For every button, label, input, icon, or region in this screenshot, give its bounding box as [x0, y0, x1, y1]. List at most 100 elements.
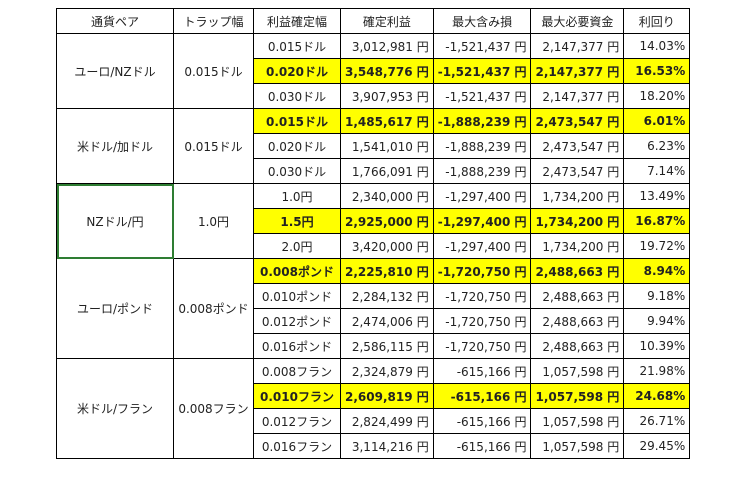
currency-pair-cell[interactable]: NZドル/円 — [56, 183, 174, 259]
yield-cell[interactable]: 21.98% — [623, 358, 691, 384]
trap-width-cell[interactable]: 1.0円 — [173, 183, 254, 259]
trap-width-cell[interactable]: 0.015ドル — [173, 33, 254, 109]
required-capital-cell[interactable]: 2,488,663 円 — [530, 308, 625, 334]
yield-cell[interactable]: 10.39% — [623, 333, 691, 359]
realized-profit-cell[interactable]: 3,012,981 円 — [340, 33, 434, 59]
required-capital-cell[interactable]: 1,734,200 円 — [530, 233, 625, 259]
required-capital-cell[interactable]: 2,473,547 円 — [530, 133, 625, 159]
currency-pair-cell[interactable]: ユーロ/NZドル — [56, 33, 174, 109]
take-profit-width-cell[interactable]: 0.008ポンド — [253, 258, 341, 284]
max-loss-cell[interactable]: -615,166 円 — [432, 408, 532, 434]
take-profit-width-cell[interactable]: 1.5円 — [253, 208, 341, 234]
yield-cell[interactable]: 16.87% — [623, 208, 691, 234]
realized-profit-cell[interactable]: 3,114,216 円 — [340, 433, 434, 459]
max-loss-cell[interactable]: -1,888,239 円 — [432, 133, 532, 159]
take-profit-width-cell[interactable]: 0.012ポンド — [253, 308, 341, 334]
take-profit-width-cell[interactable]: 0.020ドル — [253, 58, 341, 84]
header-take-profit-width[interactable]: 利益確定幅 — [253, 8, 341, 34]
take-profit-width-cell[interactable]: 0.020ドル — [253, 133, 341, 159]
yield-cell[interactable]: 18.20% — [623, 83, 691, 109]
take-profit-width-cell[interactable]: 0.008フラン — [253, 358, 341, 384]
required-capital-cell[interactable]: 2,488,663 円 — [530, 258, 625, 284]
max-loss-cell[interactable]: -1,720,750 円 — [432, 258, 532, 284]
yield-cell[interactable]: 6.01% — [623, 108, 691, 134]
trap-width-cell[interactable]: 0.015ドル — [173, 108, 254, 184]
realized-profit-cell[interactable]: 2,324,879 円 — [340, 358, 434, 384]
realized-profit-cell[interactable]: 2,609,819 円 — [340, 383, 434, 409]
header-max-required-capital[interactable]: 最大必要資金 — [530, 8, 625, 34]
max-loss-cell[interactable]: -1,888,239 円 — [432, 158, 532, 184]
required-capital-cell[interactable]: 2,147,377 円 — [530, 83, 625, 109]
realized-profit-cell[interactable]: 1,485,617 円 — [340, 108, 434, 134]
required-capital-cell[interactable]: 1,057,598 円 — [530, 408, 625, 434]
header-currency-pair[interactable]: 通貨ペア — [56, 8, 174, 34]
required-capital-cell[interactable]: 1,057,598 円 — [530, 358, 625, 384]
required-capital-cell[interactable]: 2,488,663 円 — [530, 333, 625, 359]
max-loss-cell[interactable]: -615,166 円 — [432, 433, 532, 459]
required-capital-cell[interactable]: 2,473,547 円 — [530, 108, 625, 134]
max-loss-cell[interactable]: -1,521,437 円 — [432, 83, 532, 109]
realized-profit-cell[interactable]: 2,925,000 円 — [340, 208, 434, 234]
realized-profit-cell[interactable]: 2,824,499 円 — [340, 408, 434, 434]
header-yield[interactable]: 利回り — [623, 8, 691, 34]
max-loss-cell[interactable]: -1,720,750 円 — [432, 283, 532, 309]
required-capital-cell[interactable]: 2,147,377 円 — [530, 58, 625, 84]
yield-cell[interactable]: 29.45% — [623, 433, 691, 459]
trap-width-cell[interactable]: 0.008ポンド — [173, 258, 254, 359]
max-loss-cell[interactable]: -1,297,400 円 — [432, 233, 532, 259]
take-profit-width-cell[interactable]: 2.0円 — [253, 233, 341, 259]
realized-profit-cell[interactable]: 3,907,953 円 — [340, 83, 434, 109]
take-profit-width-cell[interactable]: 0.030ドル — [253, 83, 341, 109]
realized-profit-cell[interactable]: 3,548,776 円 — [340, 58, 434, 84]
realized-profit-cell[interactable]: 2,225,810 円 — [340, 258, 434, 284]
max-loss-cell[interactable]: -1,888,239 円 — [432, 108, 532, 134]
yield-cell[interactable]: 13.49% — [623, 183, 691, 209]
max-loss-cell[interactable]: -1,720,750 円 — [432, 308, 532, 334]
required-capital-cell[interactable]: 2,147,377 円 — [530, 33, 625, 59]
max-loss-cell[interactable]: -1,297,400 円 — [432, 208, 532, 234]
take-profit-width-cell[interactable]: 0.016フラン — [253, 433, 341, 459]
required-capital-cell[interactable]: 1,734,200 円 — [530, 208, 625, 234]
realized-profit-cell[interactable]: 2,284,132 円 — [340, 283, 434, 309]
take-profit-width-cell[interactable]: 0.016ポンド — [253, 333, 341, 359]
max-loss-cell[interactable]: -615,166 円 — [432, 383, 532, 409]
realized-profit-cell[interactable]: 2,474,006 円 — [340, 308, 434, 334]
yield-cell[interactable]: 19.72% — [623, 233, 691, 259]
max-loss-cell[interactable]: -1,521,437 円 — [432, 33, 532, 59]
yield-cell[interactable]: 8.94% — [623, 258, 691, 284]
header-realized-profit[interactable]: 確定利益 — [340, 8, 434, 34]
yield-cell[interactable]: 16.53% — [623, 58, 691, 84]
take-profit-width-cell[interactable]: 0.015ドル — [253, 33, 341, 59]
take-profit-width-cell[interactable]: 0.012フラン — [253, 408, 341, 434]
max-loss-cell[interactable]: -615,166 円 — [432, 358, 532, 384]
required-capital-cell[interactable]: 1,734,200 円 — [530, 183, 625, 209]
currency-pair-cell[interactable]: 米ドル/フラン — [56, 358, 174, 459]
yield-cell[interactable]: 14.03% — [623, 33, 691, 59]
max-loss-cell[interactable]: -1,297,400 円 — [432, 183, 532, 209]
currency-pair-cell[interactable]: ユーロ/ポンド — [56, 258, 174, 359]
max-loss-cell[interactable]: -1,521,437 円 — [432, 58, 532, 84]
yield-cell[interactable]: 7.14% — [623, 158, 691, 184]
yield-cell[interactable]: 6.23% — [623, 133, 691, 159]
take-profit-width-cell[interactable]: 0.010ポンド — [253, 283, 341, 309]
yield-cell[interactable]: 24.68% — [623, 383, 691, 409]
realized-profit-cell[interactable]: 1,766,091 円 — [340, 158, 434, 184]
required-capital-cell[interactable]: 2,488,663 円 — [530, 283, 625, 309]
currency-pair-cell[interactable]: 米ドル/加ドル — [56, 108, 174, 184]
yield-cell[interactable]: 9.18% — [623, 283, 691, 309]
take-profit-width-cell[interactable]: 1.0円 — [253, 183, 341, 209]
header-trap-width[interactable]: トラップ幅 — [173, 8, 254, 34]
realized-profit-cell[interactable]: 2,586,115 円 — [340, 333, 434, 359]
required-capital-cell[interactable]: 1,057,598 円 — [530, 383, 625, 409]
required-capital-cell[interactable]: 2,473,547 円 — [530, 158, 625, 184]
trap-width-cell[interactable]: 0.008フラン — [173, 358, 254, 459]
yield-cell[interactable]: 9.94% — [623, 308, 691, 334]
realized-profit-cell[interactable]: 1,541,010 円 — [340, 133, 434, 159]
take-profit-width-cell[interactable]: 0.030ドル — [253, 158, 341, 184]
realized-profit-cell[interactable]: 3,420,000 円 — [340, 233, 434, 259]
header-max-unrealized-loss[interactable]: 最大含み損 — [432, 8, 532, 34]
required-capital-cell[interactable]: 1,057,598 円 — [530, 433, 625, 459]
max-loss-cell[interactable]: -1,720,750 円 — [432, 333, 532, 359]
realized-profit-cell[interactable]: 2,340,000 円 — [340, 183, 434, 209]
take-profit-width-cell[interactable]: 0.015ドル — [253, 108, 341, 134]
